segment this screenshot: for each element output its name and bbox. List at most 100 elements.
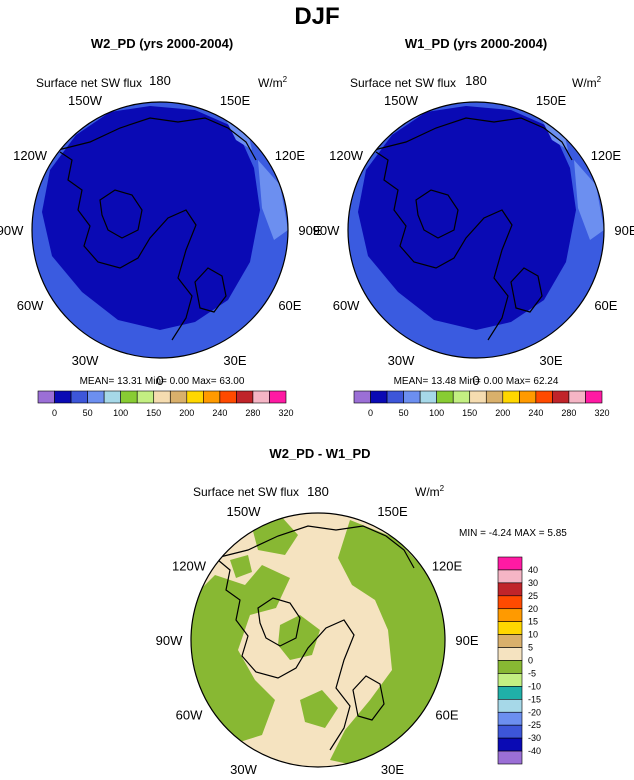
colorbar-tick-label: 320 (278, 408, 293, 418)
diff-field-green (278, 615, 320, 660)
colorbar-swatch (497, 595, 523, 610)
map-disc (191, 513, 445, 767)
colorbar-swatch (497, 750, 523, 765)
longitude-label: 120E (432, 559, 463, 574)
map-boundary (31, 101, 289, 359)
colorbar-swatch (497, 647, 523, 661)
flux-field-main (42, 106, 260, 330)
colorbar-swatch (469, 390, 487, 404)
units-label: W/m2 (258, 75, 288, 90)
longitude-label: 180 (149, 73, 171, 88)
colorbar-tick-label: 0 (52, 408, 57, 418)
coastline-scandinavia (352, 675, 385, 721)
colorbar-swatch (236, 390, 254, 404)
colorbar-swatch (186, 390, 204, 404)
map-boundary (190, 512, 446, 768)
longitude-label: 120E (591, 148, 622, 163)
longitude-label: 60W (333, 298, 360, 313)
longitude-label: 150E (536, 93, 567, 108)
colorbar-tick-label: 0 (528, 656, 533, 666)
longitude-label: 0 (156, 373, 163, 388)
colorbar-swatch (54, 390, 72, 404)
map-disc (32, 102, 288, 358)
longitude-label: 30W (388, 353, 415, 368)
colorbar-swatch (153, 390, 171, 404)
longitude-label: 30E (539, 353, 562, 368)
colorbar-swatch (497, 711, 523, 726)
colorbar-swatch (370, 390, 388, 404)
colorbar-tick-label: 150 (462, 408, 477, 418)
colorbar-swatch (70, 390, 88, 404)
map-title: W1_PD (yrs 2000-2004) (405, 36, 547, 51)
colorbar-tick-label: 50 (399, 408, 409, 418)
longitude-label: 90E (298, 223, 321, 238)
colorbar-swatch (136, 390, 155, 404)
coastline-north-america (59, 151, 197, 341)
longitude-label: 90W (313, 223, 340, 238)
colorbar-swatch (497, 608, 523, 622)
colorbar-tick-label: 320 (594, 408, 609, 418)
colorbar-swatch (568, 390, 586, 404)
coastlines (57, 117, 257, 341)
coastline-greenland (99, 189, 143, 239)
longitude-label: 30E (223, 353, 246, 368)
colorbar-tick-label: -15 (528, 694, 541, 704)
colorbar-tick-label: -30 (528, 733, 541, 743)
longitude-label: 60W (176, 708, 203, 723)
coastlines (373, 117, 573, 341)
diff-field-green (330, 520, 445, 766)
colorbar-swatch (497, 699, 523, 713)
units-label: W/m2 (415, 484, 445, 499)
longitude-label: 120E (275, 148, 306, 163)
longitude-label: 150E (377, 504, 408, 519)
colorbar-tick-label: -40 (528, 746, 541, 756)
colorbar-swatch (585, 390, 603, 404)
map-title: W2_PD (yrs 2000-2004) (91, 36, 233, 51)
coastlines (215, 525, 415, 751)
colorbar-swatch (497, 621, 523, 635)
colorbar-swatch (497, 634, 523, 648)
flux-field-light (258, 160, 288, 240)
longitude-label: 120W (172, 559, 207, 574)
colorbar-tick-label: 10 (528, 630, 538, 640)
coastline-eurasia (215, 525, 415, 569)
colorbar-tick-label: 200 (179, 408, 194, 418)
longitude-label: 60E (278, 298, 301, 313)
colorbar-swatch (452, 390, 471, 404)
longitude-label: 0 (472, 373, 479, 388)
colorbar-swatch (502, 390, 520, 404)
colorbar: 0 50 100 150 200 240 280 320 (353, 390, 610, 418)
colorbar-swatch (269, 390, 287, 404)
colorbar-swatch (436, 390, 454, 404)
colorbar-tick-label: 0 (368, 408, 373, 418)
flux-field-main (358, 106, 576, 330)
longitude-label: 30E (381, 762, 404, 777)
flux-field-light (574, 160, 604, 240)
coastline-greenland (257, 597, 301, 647)
diff-field-green (300, 690, 338, 728)
longitude-label: 30W (230, 762, 257, 777)
map-panel-w1: W1_PD (yrs 2000-2004) Surface net SW flu… (313, 36, 634, 418)
coastline-eurasia (57, 117, 257, 161)
colorbar-swatch (219, 390, 237, 404)
longitude-label: 180 (307, 484, 329, 499)
colorbar-tick-label: 40 (528, 565, 538, 575)
longitude-label: 180 (465, 73, 487, 88)
colorbar-swatch (353, 390, 371, 404)
map-panel-w2: W2_PD (yrs 2000-2004) Surface net SW flu… (0, 36, 322, 418)
map-title: W2_PD - W1_PD (269, 446, 370, 461)
colorbar-swatch (37, 390, 55, 404)
longitude-label: 150W (68, 93, 103, 108)
longitude-label: 90E (455, 633, 478, 648)
colorbar-tick-label: 150 (146, 408, 161, 418)
colorbar-swatch (419, 390, 437, 404)
colorbar-swatch (497, 569, 523, 584)
coastline-north-america (375, 151, 513, 341)
colorbar-tick-label: 100 (113, 408, 128, 418)
colorbar-swatch (552, 390, 570, 404)
longitude-label: 30W (72, 353, 99, 368)
longitude-label: 60E (435, 708, 458, 723)
